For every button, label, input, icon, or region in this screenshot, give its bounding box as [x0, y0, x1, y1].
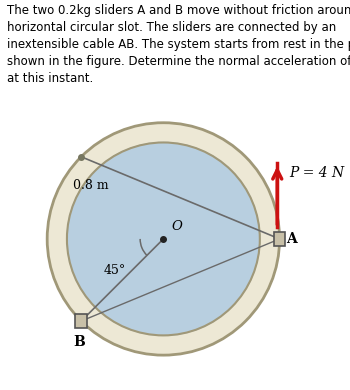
Bar: [75, 314, 87, 328]
Bar: [274, 232, 285, 246]
Text: B: B: [73, 335, 85, 349]
Text: 0.8 m: 0.8 m: [73, 179, 108, 192]
Text: O: O: [172, 220, 182, 233]
Text: 45°: 45°: [104, 264, 126, 278]
Text: The two 0.2kg sliders A and B move without friction around the
horizontal circul: The two 0.2kg sliders A and B move witho…: [7, 4, 350, 85]
Circle shape: [47, 123, 280, 355]
Text: A: A: [287, 232, 297, 246]
Text: P = 4 N: P = 4 N: [289, 166, 344, 180]
Circle shape: [67, 142, 260, 335]
